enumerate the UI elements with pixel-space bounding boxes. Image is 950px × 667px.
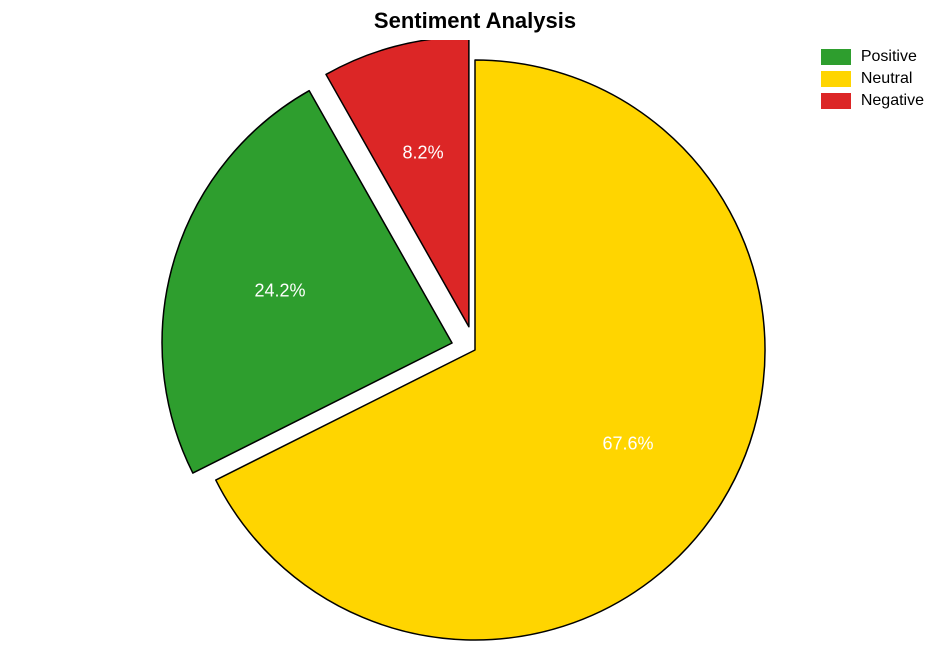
legend-item-negative: Negative bbox=[821, 92, 924, 110]
legend-swatch bbox=[821, 93, 851, 109]
slice-label-neutral: 67.6% bbox=[602, 434, 653, 455]
legend-label: Positive bbox=[861, 48, 917, 66]
pie-svg bbox=[0, 40, 950, 662]
legend-label: Neutral bbox=[861, 70, 913, 88]
legend-item-positive: Positive bbox=[821, 48, 924, 66]
slice-label-positive: 24.2% bbox=[254, 280, 305, 301]
pie-chart: 67.6% 24.2% 8.2% bbox=[0, 40, 950, 662]
legend-swatch bbox=[821, 71, 851, 87]
legend-label: Negative bbox=[861, 92, 924, 110]
legend-swatch bbox=[821, 49, 851, 65]
legend-item-neutral: Neutral bbox=[821, 70, 924, 88]
slice-label-negative: 8.2% bbox=[403, 142, 444, 163]
legend: Positive Neutral Negative bbox=[821, 48, 924, 114]
chart-title: Sentiment Analysis bbox=[374, 8, 576, 34]
